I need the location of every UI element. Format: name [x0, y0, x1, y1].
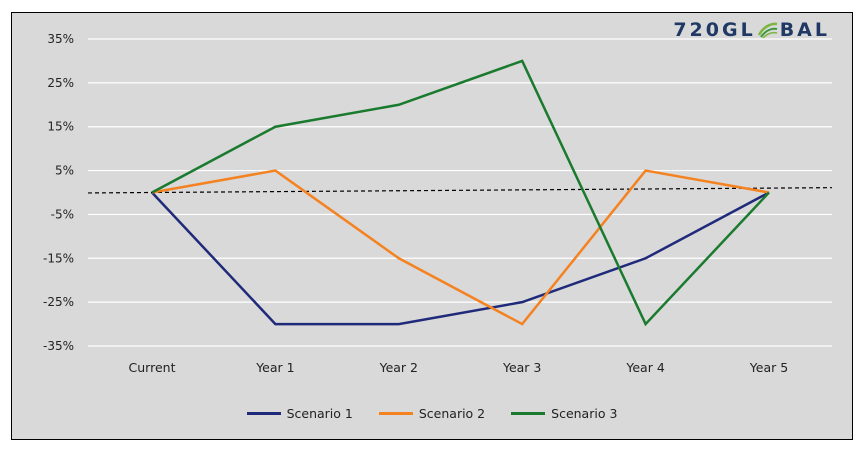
legend-item: Scenario 2 [378, 406, 486, 421]
legend-swatch [378, 412, 413, 415]
chart-legend: Scenario 1 Scenario 2 Scenario 3 [12, 406, 852, 421]
legend-swatch [246, 412, 281, 415]
legend-item: Scenario 1 [246, 406, 353, 421]
line-chart: 35% 25% 15% 5% -5% -15% -25% -35% Current Year 1… [43, 32, 833, 375]
series-line [151, 59, 770, 327]
x-tick-label: Current [129, 360, 176, 375]
legend-label: Scenario 3 [551, 406, 618, 421]
y-tick-label: 15% [47, 120, 74, 134]
reference-line [87, 187, 833, 194]
x-tick-label: Year 4 [625, 360, 664, 375]
series-line [151, 169, 770, 326]
globe-swoosh-icon [757, 22, 777, 39]
chart-frame: 720GL BAL 35% 25% 15% 5% -5% -15% -25% -35% Cur… [11, 12, 853, 440]
logo-text-right: BAL [779, 19, 830, 41]
legend-label: Scenario 2 [418, 406, 486, 421]
x-tick-label: Year 3 [502, 360, 541, 375]
legend-item: Scenario 3 [511, 406, 617, 421]
y-tick-label: 5% [55, 164, 74, 178]
legend-label: Scenario 1 [286, 406, 353, 421]
y-tick-label: -5% [51, 207, 74, 221]
x-tick-label: Year 1 [255, 360, 294, 375]
legend-swatch [511, 412, 546, 415]
y-tick-label: 35% [47, 32, 74, 46]
x-tick-label: Year 5 [749, 360, 788, 375]
y-tick-label: 25% [47, 76, 74, 90]
y-tick-label: -25% [43, 295, 74, 309]
series-line [151, 191, 770, 326]
y-tick-label: -15% [43, 251, 74, 265]
logo-text-left: 720GL [673, 19, 756, 41]
x-tick-label: Year 2 [379, 360, 418, 375]
brand-logo: 720GL BAL [673, 19, 830, 41]
y-tick-label: -35% [43, 339, 74, 353]
